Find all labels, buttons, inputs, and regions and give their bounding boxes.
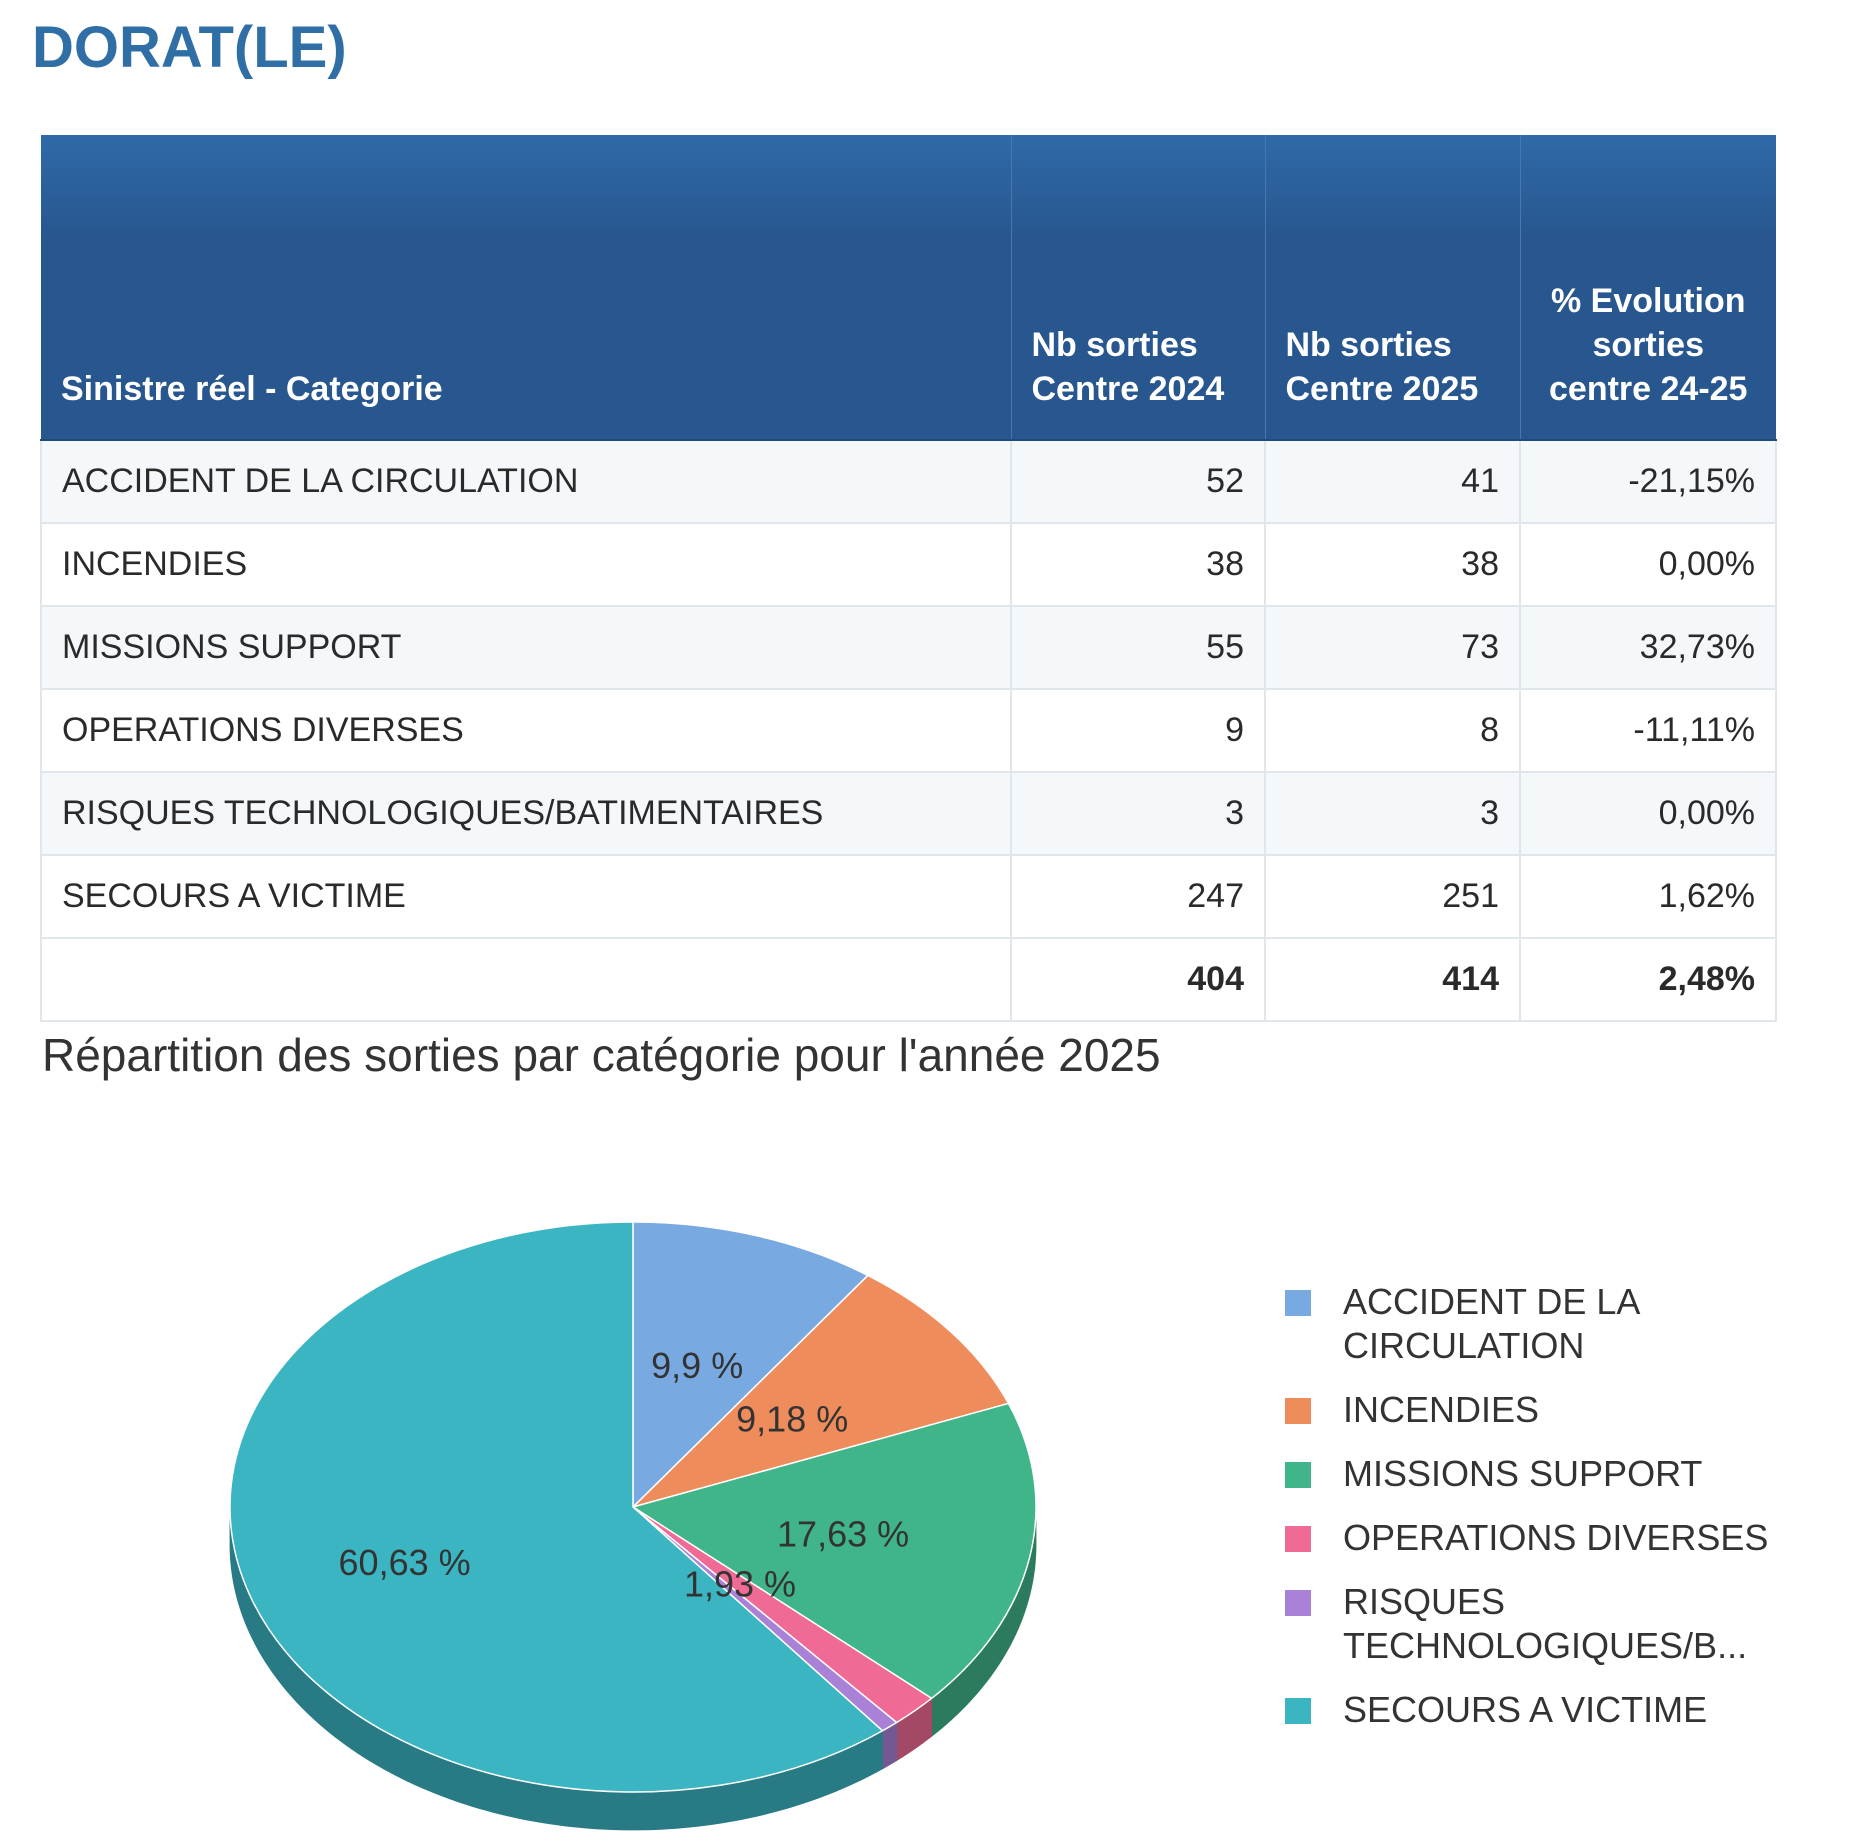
cell-evolution: 0,00% bbox=[1519, 522, 1777, 607]
legend-label: OPERATIONS DIVERSES bbox=[1343, 1517, 1769, 1558]
cell-sorties-2025: 73 bbox=[1264, 605, 1521, 690]
column-header-evolution[interactable]: % Evolution sorties centre 24-25 bbox=[1520, 135, 1776, 441]
legend-swatch bbox=[1285, 1462, 1311, 1488]
column-header-category[interactable]: Sinistre réel - Categorie bbox=[41, 135, 1012, 441]
legend-swatch bbox=[1285, 1526, 1311, 1552]
pie-slice[interactable] bbox=[632, 1221, 869, 1508]
table-row: OPERATIONS DIVERSES 9 8 -11,11% bbox=[40, 688, 1777, 773]
column-header-sorties-2024[interactable]: Nb sorties Centre 2024 bbox=[1011, 135, 1266, 441]
legend-item[interactable]: OPERATIONS DIVERSES bbox=[1285, 1516, 1805, 1560]
pie-slices bbox=[229, 1221, 1037, 1793]
cell-sorties-2025: 8 bbox=[1264, 688, 1521, 773]
cell-evolution: 32,73% bbox=[1519, 605, 1777, 690]
pie-slice-label: 9,18 % bbox=[736, 1399, 848, 1440]
table-row: MISSIONS SUPPORT 55 73 32,73% bbox=[40, 605, 1777, 690]
cell-evolution: 0,00% bbox=[1519, 771, 1777, 856]
cell-category: ACCIDENT DE LA CIRCULATION bbox=[40, 439, 1012, 524]
cell-category: OPERATIONS DIVERSES bbox=[40, 688, 1012, 773]
cell-evolution: -21,15% bbox=[1519, 439, 1777, 524]
legend-label: RISQUES TECHNOLOGIQUES/B... bbox=[1343, 1581, 1748, 1666]
legend-label: INCENDIES bbox=[1343, 1389, 1540, 1430]
chart-legend: ACCIDENT DE LA CIRCULATION INCENDIES MISSI… bbox=[1285, 1280, 1805, 1752]
table-header-row: Sinistre réel - Categorie Nb sorties Cen… bbox=[41, 135, 1776, 441]
page-title: DORAT(LE) bbox=[32, 15, 347, 80]
cell-evolution: -11,11% bbox=[1519, 688, 1777, 773]
table-row: INCENDIES 38 38 0,00% bbox=[40, 522, 1777, 607]
cell-sorties-2025: 3 bbox=[1264, 771, 1521, 856]
cell-total-label bbox=[40, 937, 1012, 1022]
cell-category: INCENDIES bbox=[40, 522, 1012, 607]
chart-title: Répartition des sorties par catégorie po… bbox=[42, 1029, 1161, 1081]
pie-slice-label: 60,63 % bbox=[339, 1542, 471, 1583]
legend-label: MISSIONS SUPPORT bbox=[1343, 1453, 1703, 1494]
table-row: SECOURS A VICTIME 247 251 1,62% bbox=[40, 854, 1777, 939]
legend-swatch bbox=[1285, 1398, 1311, 1424]
cell-sorties-2024: 55 bbox=[1010, 605, 1266, 690]
legend-swatch bbox=[1285, 1290, 1311, 1316]
legend-swatch bbox=[1285, 1590, 1311, 1616]
cell-sorties-2025: 38 bbox=[1264, 522, 1521, 607]
pie-slice[interactable] bbox=[229, 1221, 884, 1793]
cell-sorties-2024: 52 bbox=[1010, 439, 1266, 524]
legend-item[interactable]: SECOURS A VICTIME bbox=[1285, 1688, 1805, 1732]
pie-slice-label: 1,93 % bbox=[684, 1563, 796, 1604]
cell-total-evolution: 2,48% bbox=[1519, 937, 1777, 1022]
table-row: ACCIDENT DE LA CIRCULATION 52 41 -21,15% bbox=[40, 439, 1777, 524]
table-row: RISQUES TECHNOLOGIQUES/BATIMENTAIRES 3 3… bbox=[40, 771, 1777, 856]
pie-slice-label: 9,9 % bbox=[651, 1345, 743, 1386]
cell-sorties-2024: 3 bbox=[1010, 771, 1266, 856]
cell-total-2025: 414 bbox=[1264, 937, 1521, 1022]
pie-slice-label: 17,63 % bbox=[777, 1513, 909, 1554]
column-header-sorties-2025[interactable]: Nb sorties Centre 2025 bbox=[1265, 135, 1521, 441]
legend-item[interactable]: RISQUES TECHNOLOGIQUES/B... bbox=[1285, 1580, 1805, 1668]
cell-sorties-2024: 9 bbox=[1010, 688, 1266, 773]
pie-slice[interactable] bbox=[632, 1402, 1037, 1700]
legend-item[interactable]: INCENDIES bbox=[1285, 1388, 1805, 1432]
cell-sorties-2025: 41 bbox=[1264, 439, 1521, 524]
cell-category: RISQUES TECHNOLOGIQUES/BATIMENTAIRES bbox=[40, 771, 1012, 856]
cell-sorties-2024: 247 bbox=[1010, 854, 1266, 939]
cell-sorties-2024: 38 bbox=[1010, 522, 1266, 607]
cell-evolution: 1,62% bbox=[1519, 854, 1777, 939]
legend-swatch bbox=[1285, 1698, 1311, 1724]
statistics-table: Sinistre réel - Categorie Nb sorties Cen… bbox=[40, 135, 1777, 1022]
legend-label: ACCIDENT DE LA CIRCULATION bbox=[1343, 1281, 1639, 1366]
legend-item[interactable]: ACCIDENT DE LA CIRCULATION bbox=[1285, 1280, 1805, 1368]
cell-sorties-2025: 251 bbox=[1264, 854, 1521, 939]
cell-category: SECOURS A VICTIME bbox=[40, 854, 1012, 939]
legend-label: SECOURS A VICTIME bbox=[1343, 1689, 1708, 1730]
table-total-row: 404 414 2,48% bbox=[40, 937, 1777, 1022]
cell-total-2024: 404 bbox=[1010, 937, 1266, 1022]
pie-labels: 9,9 % 9,18 % 17,63 % 1,93 % 60,63 % bbox=[339, 1345, 910, 1605]
cell-category: MISSIONS SUPPORT bbox=[40, 605, 1012, 690]
legend-item[interactable]: MISSIONS SUPPORT bbox=[1285, 1452, 1805, 1496]
pie-slice[interactable] bbox=[632, 1274, 1010, 1508]
